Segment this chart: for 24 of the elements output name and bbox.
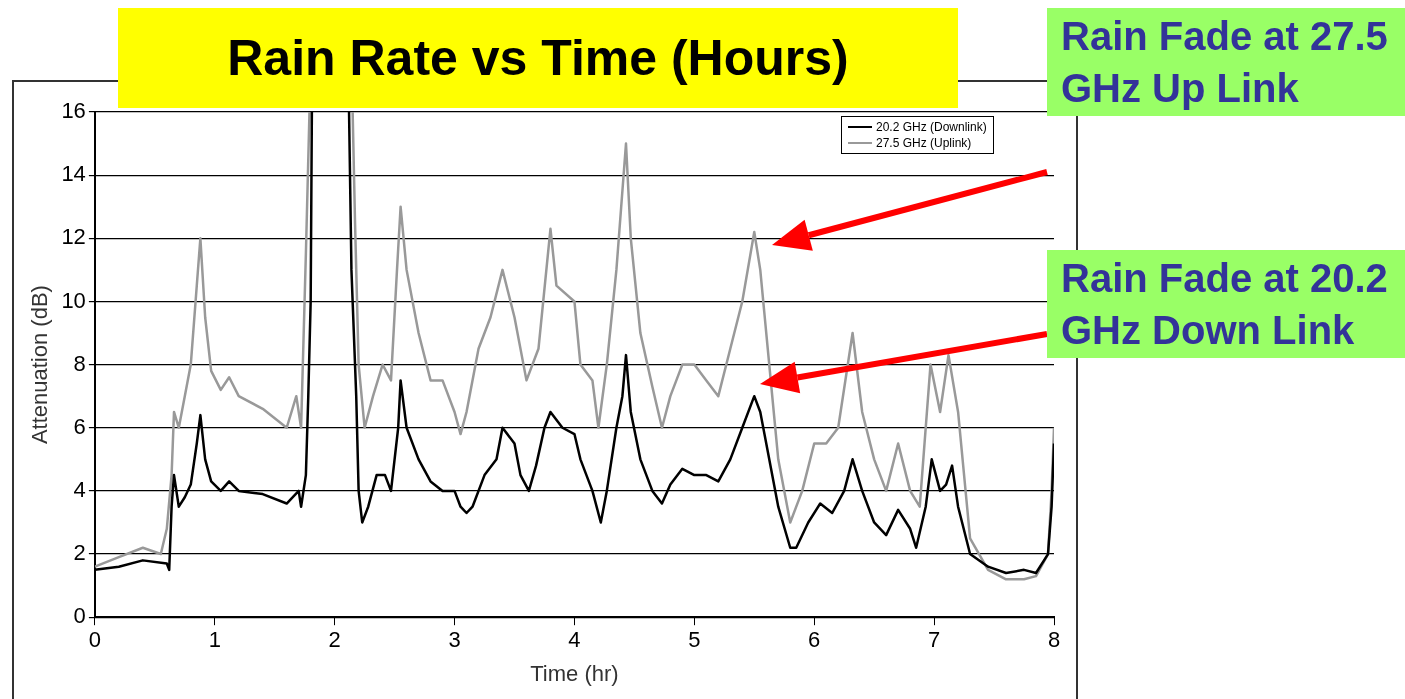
y-tick-label: 6 <box>73 413 86 439</box>
text: Rain Fade at 27.5 GHz Up Link <box>1047 8 1405 116</box>
text: Rain Fade at 20.2 GHz Down Link <box>1047 250 1405 358</box>
x-tick-label: 4 <box>568 627 581 653</box>
x-tick-label: 7 <box>927 627 941 653</box>
legend-label: 27.5 GHz (Uplink) <box>876 136 972 150</box>
y-tick-label: 12 <box>61 224 86 250</box>
y-tick-label: 14 <box>61 161 86 187</box>
x-tick-label: 6 <box>808 627 821 653</box>
x-axis-title: Time (hr) <box>530 660 619 686</box>
y-tick-label: 16 <box>61 98 86 124</box>
x-tick-label: 2 <box>328 627 341 653</box>
y-tick-label: 8 <box>73 350 86 376</box>
y-tick-label: 2 <box>73 540 86 566</box>
y-axis-title: Attenuation (dB) <box>27 285 53 445</box>
chart-title: Rain Rate vs Time (Hours) <box>118 8 958 108</box>
x-tick-label: 8 <box>1047 627 1061 653</box>
y-tick-label: 4 <box>73 476 86 502</box>
x-tick-label: 5 <box>688 627 701 653</box>
x-tick-label: 3 <box>448 627 461 653</box>
legend-label: 20.2 GHz (Downlink) <box>876 120 987 134</box>
y-tick-label: 0 <box>73 603 86 629</box>
y-tick-label: 10 <box>61 287 86 313</box>
x-tick-label: 1 <box>208 627 221 653</box>
